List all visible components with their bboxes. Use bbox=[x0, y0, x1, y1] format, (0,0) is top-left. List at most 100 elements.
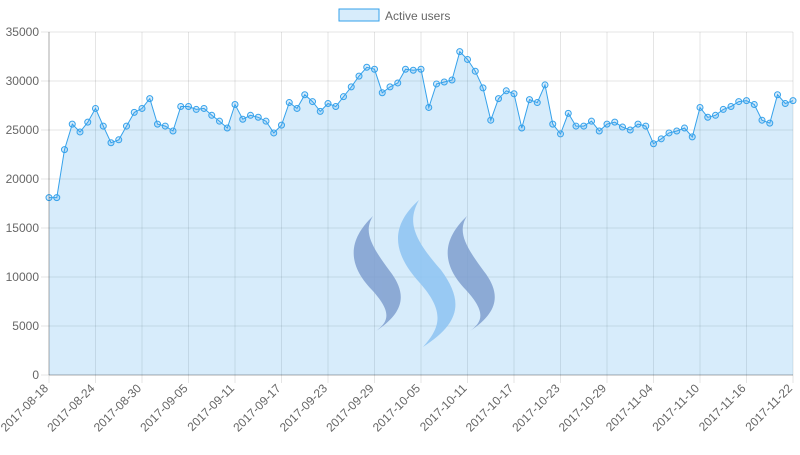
point bbox=[99, 122, 107, 130]
legend-label: Active users bbox=[385, 9, 450, 23]
x-tick-label: 2017-09-23 bbox=[277, 381, 331, 435]
point bbox=[688, 133, 696, 141]
point bbox=[270, 129, 278, 137]
point bbox=[448, 76, 456, 84]
point bbox=[285, 99, 293, 107]
point bbox=[712, 111, 719, 119]
point bbox=[634, 120, 642, 128]
point bbox=[363, 63, 371, 71]
point bbox=[774, 91, 781, 99]
point bbox=[192, 105, 200, 113]
point bbox=[161, 122, 169, 130]
point bbox=[564, 109, 572, 117]
area bbox=[49, 51, 793, 375]
x-tick-label: 2017-09-05 bbox=[137, 381, 191, 435]
point bbox=[502, 87, 510, 95]
point bbox=[719, 105, 727, 113]
point bbox=[92, 104, 99, 112]
point bbox=[278, 121, 285, 129]
point bbox=[626, 126, 634, 134]
point bbox=[665, 129, 673, 137]
y-tick-label: 25000 bbox=[6, 123, 40, 137]
point bbox=[440, 78, 448, 86]
point bbox=[657, 135, 665, 143]
point bbox=[464, 55, 471, 63]
point bbox=[487, 116, 495, 124]
point bbox=[231, 101, 239, 109]
point bbox=[84, 118, 92, 126]
point bbox=[681, 124, 688, 132]
point bbox=[533, 99, 541, 107]
y-tick-label: 30000 bbox=[6, 74, 40, 88]
point bbox=[603, 120, 611, 128]
point bbox=[611, 118, 619, 126]
point bbox=[223, 124, 231, 132]
point bbox=[471, 67, 479, 75]
x-tick-label: 2017-10-29 bbox=[556, 381, 610, 435]
point bbox=[735, 98, 743, 106]
point bbox=[316, 107, 324, 115]
point bbox=[572, 122, 580, 130]
point bbox=[743, 97, 750, 105]
point bbox=[107, 139, 115, 147]
point bbox=[254, 113, 262, 121]
point bbox=[750, 101, 758, 109]
point bbox=[417, 65, 425, 73]
logo-right bbox=[447, 216, 495, 331]
point bbox=[76, 128, 84, 136]
point bbox=[595, 127, 603, 135]
x-tick-label: 2017-11-16 bbox=[696, 381, 749, 434]
point bbox=[177, 102, 185, 110]
x-tick-label: 2017-08-18 bbox=[0, 381, 51, 435]
point bbox=[340, 93, 347, 101]
point bbox=[781, 100, 789, 108]
logo-watermark bbox=[353, 200, 495, 347]
point bbox=[673, 127, 681, 135]
point bbox=[371, 65, 378, 73]
point bbox=[433, 80, 440, 88]
logo-middle bbox=[397, 200, 456, 347]
point bbox=[200, 104, 208, 112]
point bbox=[115, 136, 123, 144]
x-tick-label: 2017-09-11 bbox=[184, 381, 237, 434]
y-tick-label: 10000 bbox=[6, 270, 40, 284]
point bbox=[154, 120, 161, 128]
point bbox=[650, 140, 657, 148]
point bbox=[169, 127, 177, 135]
point bbox=[642, 122, 650, 130]
y-tick-label: 0 bbox=[32, 368, 39, 382]
point bbox=[526, 96, 533, 104]
point bbox=[696, 103, 704, 111]
point bbox=[479, 84, 487, 92]
x-tick-label: 2017-08-24 bbox=[44, 381, 98, 435]
point bbox=[355, 72, 363, 80]
line bbox=[49, 50, 794, 199]
point bbox=[510, 90, 518, 98]
x-tick-label: 2017-10-23 bbox=[509, 381, 563, 435]
point bbox=[68, 120, 76, 128]
point bbox=[309, 98, 316, 106]
point bbox=[619, 123, 626, 131]
point bbox=[293, 104, 301, 112]
point bbox=[61, 146, 68, 154]
point bbox=[216, 117, 223, 125]
point bbox=[549, 120, 557, 128]
point bbox=[378, 89, 386, 97]
point bbox=[239, 115, 247, 123]
legend-swatch bbox=[338, 8, 380, 22]
point bbox=[580, 122, 588, 130]
point bbox=[262, 117, 270, 125]
y-tick-label: 35000 bbox=[6, 25, 40, 39]
point bbox=[332, 102, 340, 110]
point bbox=[789, 97, 797, 105]
point bbox=[324, 100, 332, 108]
point bbox=[704, 113, 712, 121]
point bbox=[53, 194, 61, 202]
point bbox=[541, 81, 549, 89]
point bbox=[301, 91, 309, 99]
point bbox=[394, 79, 402, 87]
point bbox=[45, 194, 53, 202]
point bbox=[518, 124, 526, 132]
